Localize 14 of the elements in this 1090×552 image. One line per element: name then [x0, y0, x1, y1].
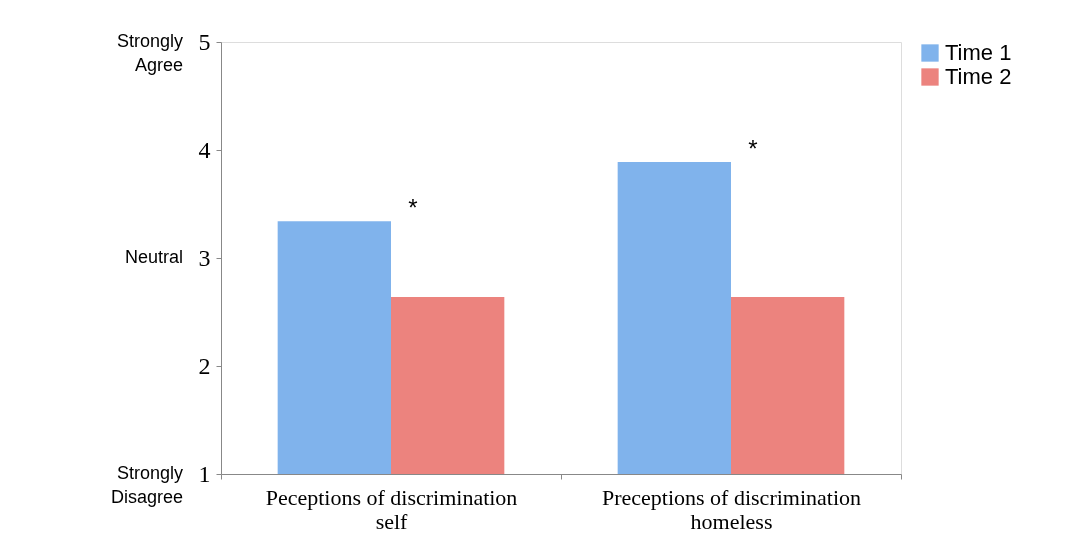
legend-label: Time 2	[945, 64, 1012, 89]
y-tick-label: 3	[198, 244, 211, 271]
y-tick-label: 5	[198, 28, 211, 55]
x-tick-label: Peceptions of discrimination self	[265, 484, 518, 534]
y-tick-label: 4	[198, 136, 211, 163]
y-tick-label: 1	[198, 460, 211, 487]
legend-label: Time 1	[945, 40, 1012, 65]
annotation: *	[408, 194, 418, 222]
text: Strongly Agree	[116, 31, 183, 75]
annotation: *	[748, 134, 758, 162]
text: Neutral	[124, 247, 183, 267]
text: Strongly Disagree	[110, 463, 183, 507]
y-tick-label: 2	[198, 352, 211, 379]
x-tick-label: Preceptions of discrimination homeless	[601, 484, 862, 534]
